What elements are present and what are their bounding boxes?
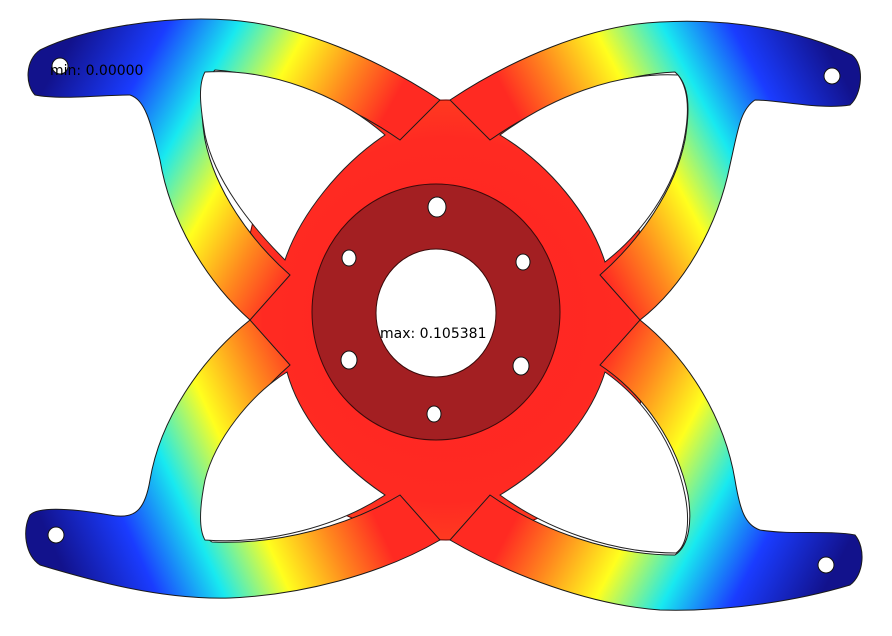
- bolt-hole-upper-right: [515, 253, 531, 271]
- mount-hole-top-right: [823, 67, 841, 85]
- arm-top-left: [27, 18, 441, 321]
- bolt-hole-bottom: [426, 405, 442, 423]
- bolt-hole-lower-left: [340, 350, 358, 370]
- arm-top-right: [449, 20, 861, 321]
- cutout-bottom-left: [200, 371, 386, 542]
- cutout-top-right: [499, 74, 688, 263]
- cutout-bottom-right: [499, 371, 689, 554]
- mount-hole-bottom-right: [817, 556, 835, 574]
- bolt-hole-top: [427, 196, 447, 218]
- bolt-hole-upper-left: [341, 249, 357, 267]
- arm-bottom-right: [449, 319, 863, 611]
- cutout-top-left: [199, 71, 386, 261]
- max-value-label: max: 0.105381: [380, 326, 487, 342]
- bolt-hole-lower-right: [512, 356, 530, 376]
- mount-hole-top-left: [51, 57, 69, 75]
- hub-bore: [375, 248, 497, 378]
- mount-hole-bottom-left: [47, 526, 65, 544]
- min-value-label: min: 0.00000: [50, 63, 144, 79]
